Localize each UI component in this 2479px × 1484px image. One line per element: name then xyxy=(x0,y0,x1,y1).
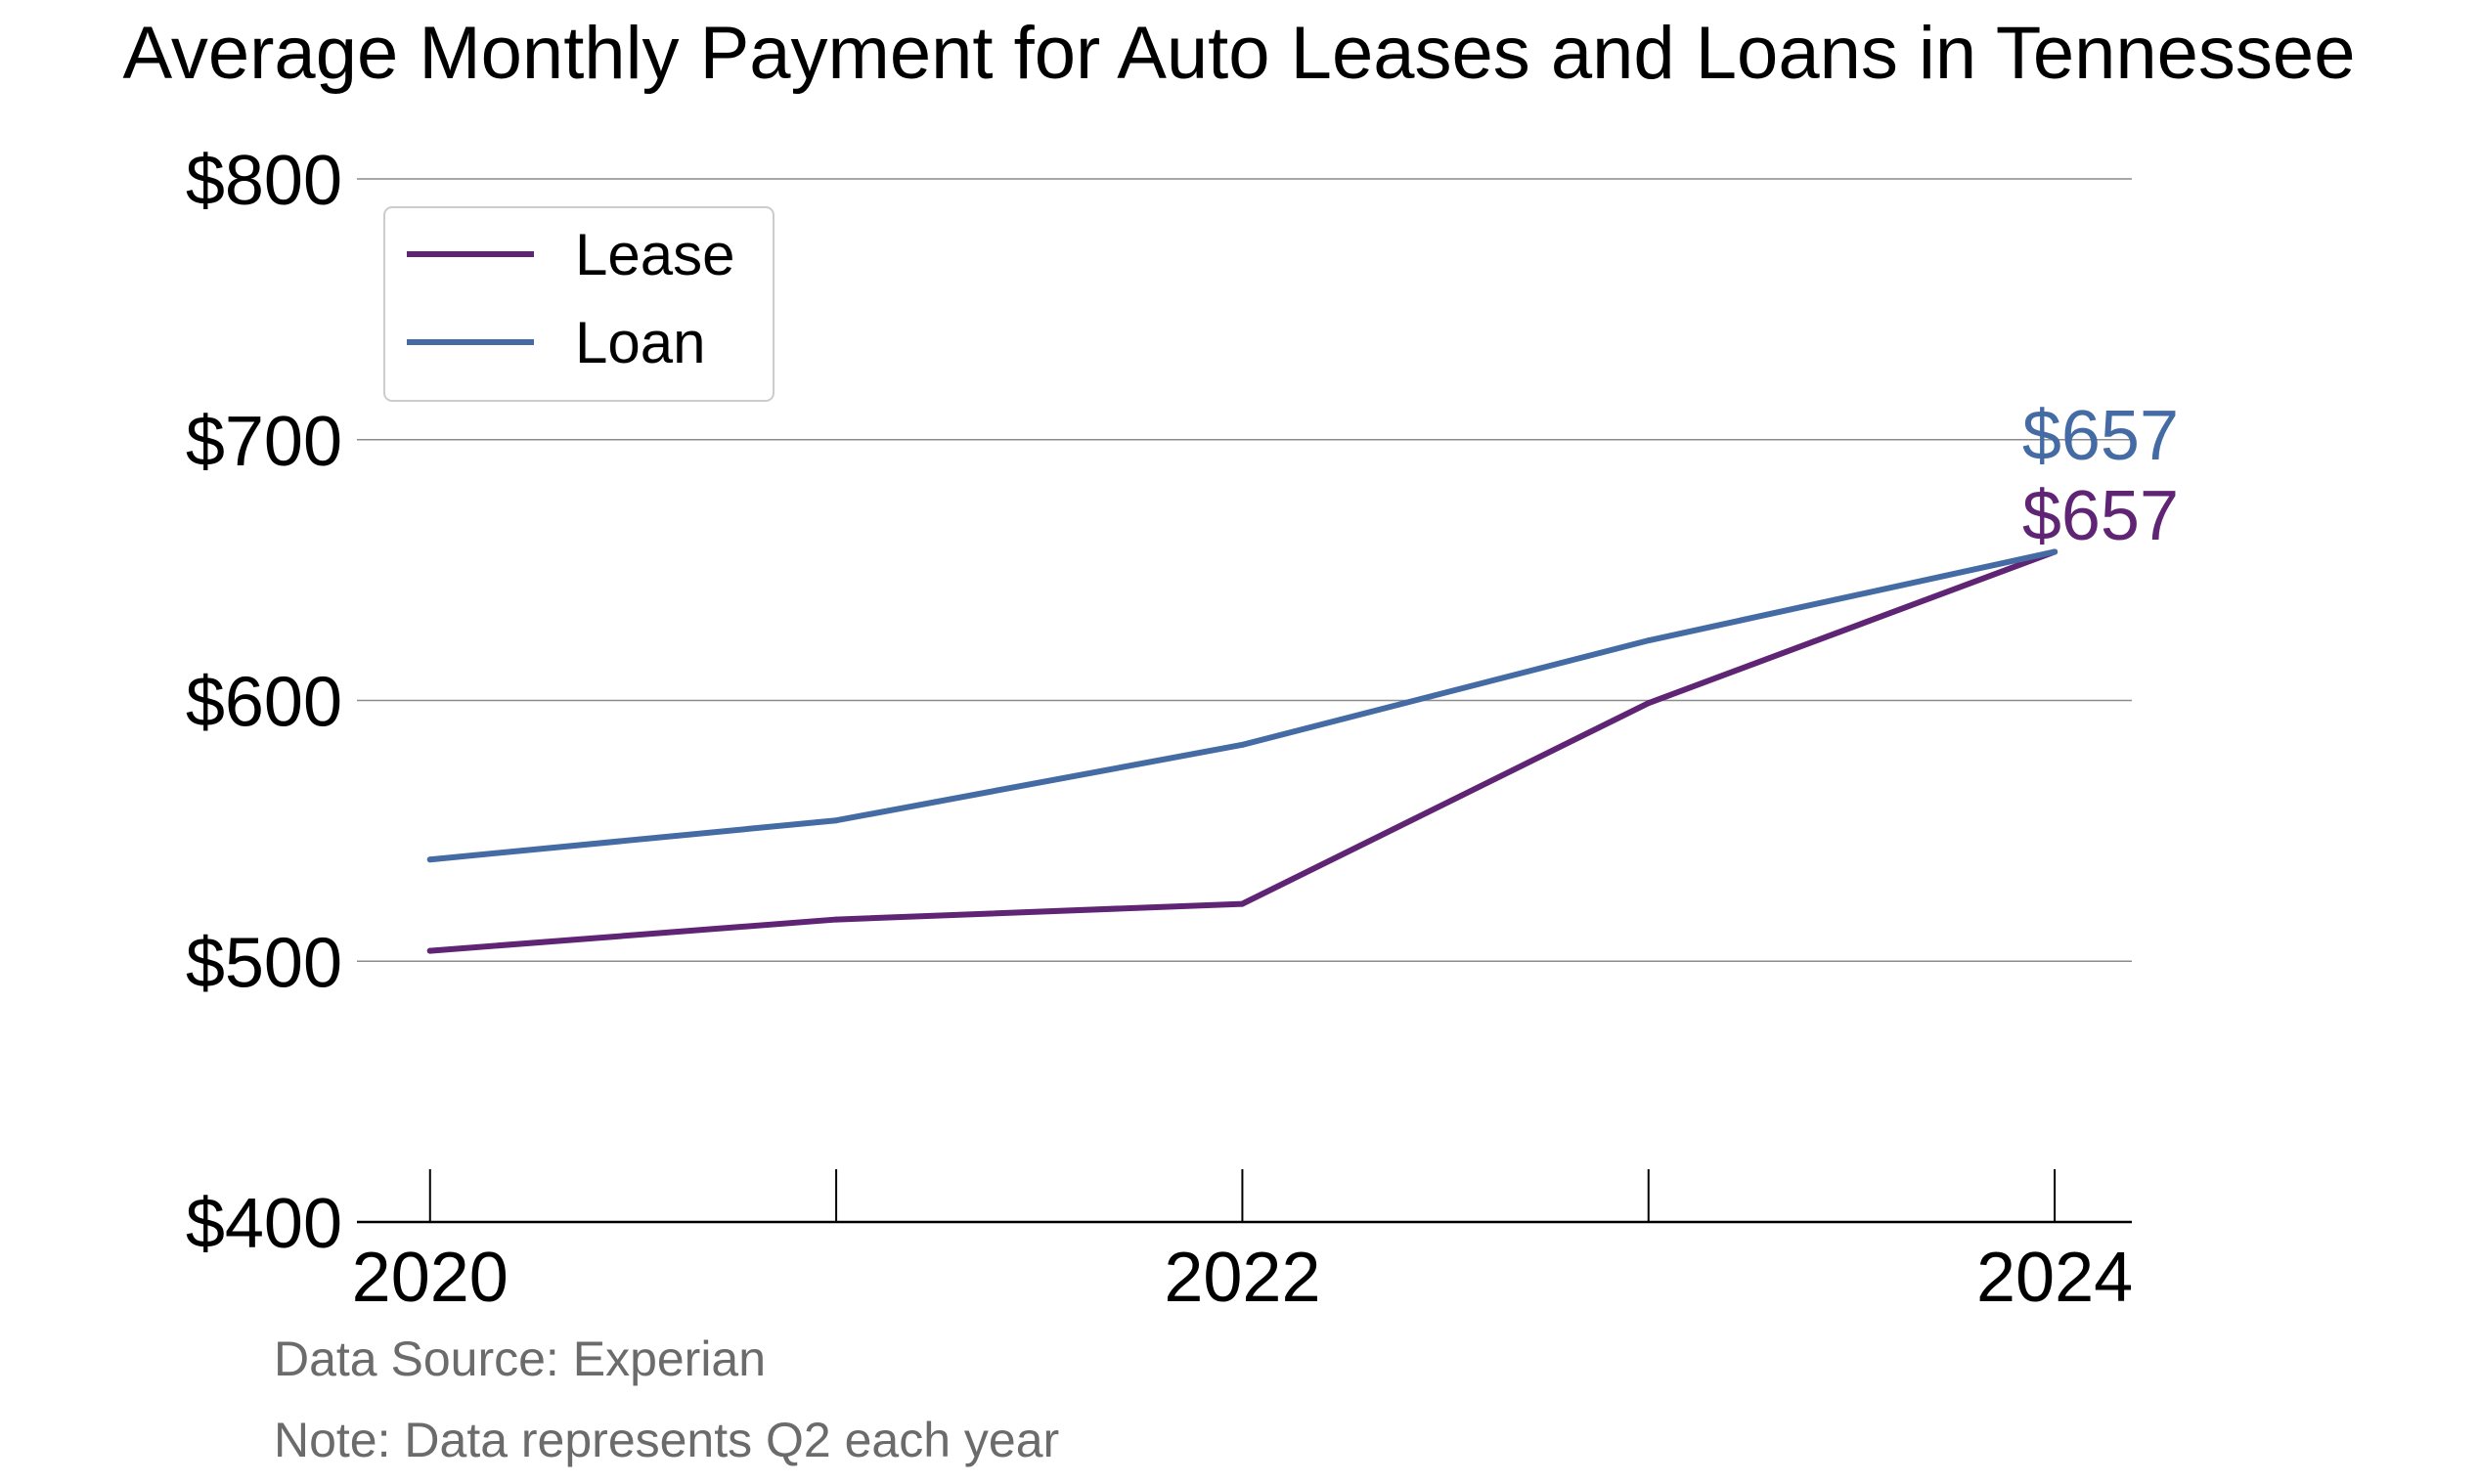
series-line-lease xyxy=(426,548,2058,954)
end-labels: $657$657 xyxy=(2022,397,2179,555)
end-label-loan: $657 xyxy=(2022,397,2179,475)
y-axis-tick-labels: $400 $500 $600 $700 $800 xyxy=(186,142,342,1263)
data-note: Note: Data represents Q2 each year xyxy=(274,1413,1059,1467)
gridlines xyxy=(357,178,2132,963)
series-lines xyxy=(426,548,2058,954)
data-point-loan-2022 xyxy=(1239,741,1246,748)
x-axis: 2020 2022 2024 xyxy=(352,1169,2133,1317)
y-tick-label-600: $600 xyxy=(186,664,342,742)
y-tick-label-500: $500 xyxy=(186,924,342,1002)
x-tick-label-2024: 2024 xyxy=(1976,1239,2133,1317)
data-point-lease-2021 xyxy=(833,916,840,923)
series-line-loan xyxy=(426,548,2058,863)
y-tick-label-800: $800 xyxy=(186,142,342,220)
legend: Lease Loan xyxy=(383,206,775,402)
data-point-lease-2022 xyxy=(1239,900,1246,907)
x-tick-label-2022: 2022 xyxy=(1164,1239,1320,1317)
data-point-loan-2021 xyxy=(833,817,840,824)
data-point-lease-2023 xyxy=(1645,700,1652,707)
y-tick-label-400: $400 xyxy=(186,1185,342,1263)
legend-label-lease: Lease xyxy=(575,222,734,287)
data-point-lease-2020 xyxy=(426,947,433,954)
data-source-note: Data Source: Experian xyxy=(274,1331,766,1386)
y-tick-label-700: $700 xyxy=(186,403,342,481)
end-label-lease: $657 xyxy=(2022,477,2179,555)
data-point-loan-2020 xyxy=(426,856,433,863)
legend-label-loan: Loan xyxy=(575,310,705,375)
data-point-loan-2023 xyxy=(1645,637,1652,644)
chart-title: Average Monthly Payment for Auto Leases … xyxy=(123,12,2356,95)
data-point-loan-2024 xyxy=(2052,548,2058,555)
x-tick-label-2020: 2020 xyxy=(352,1239,509,1317)
